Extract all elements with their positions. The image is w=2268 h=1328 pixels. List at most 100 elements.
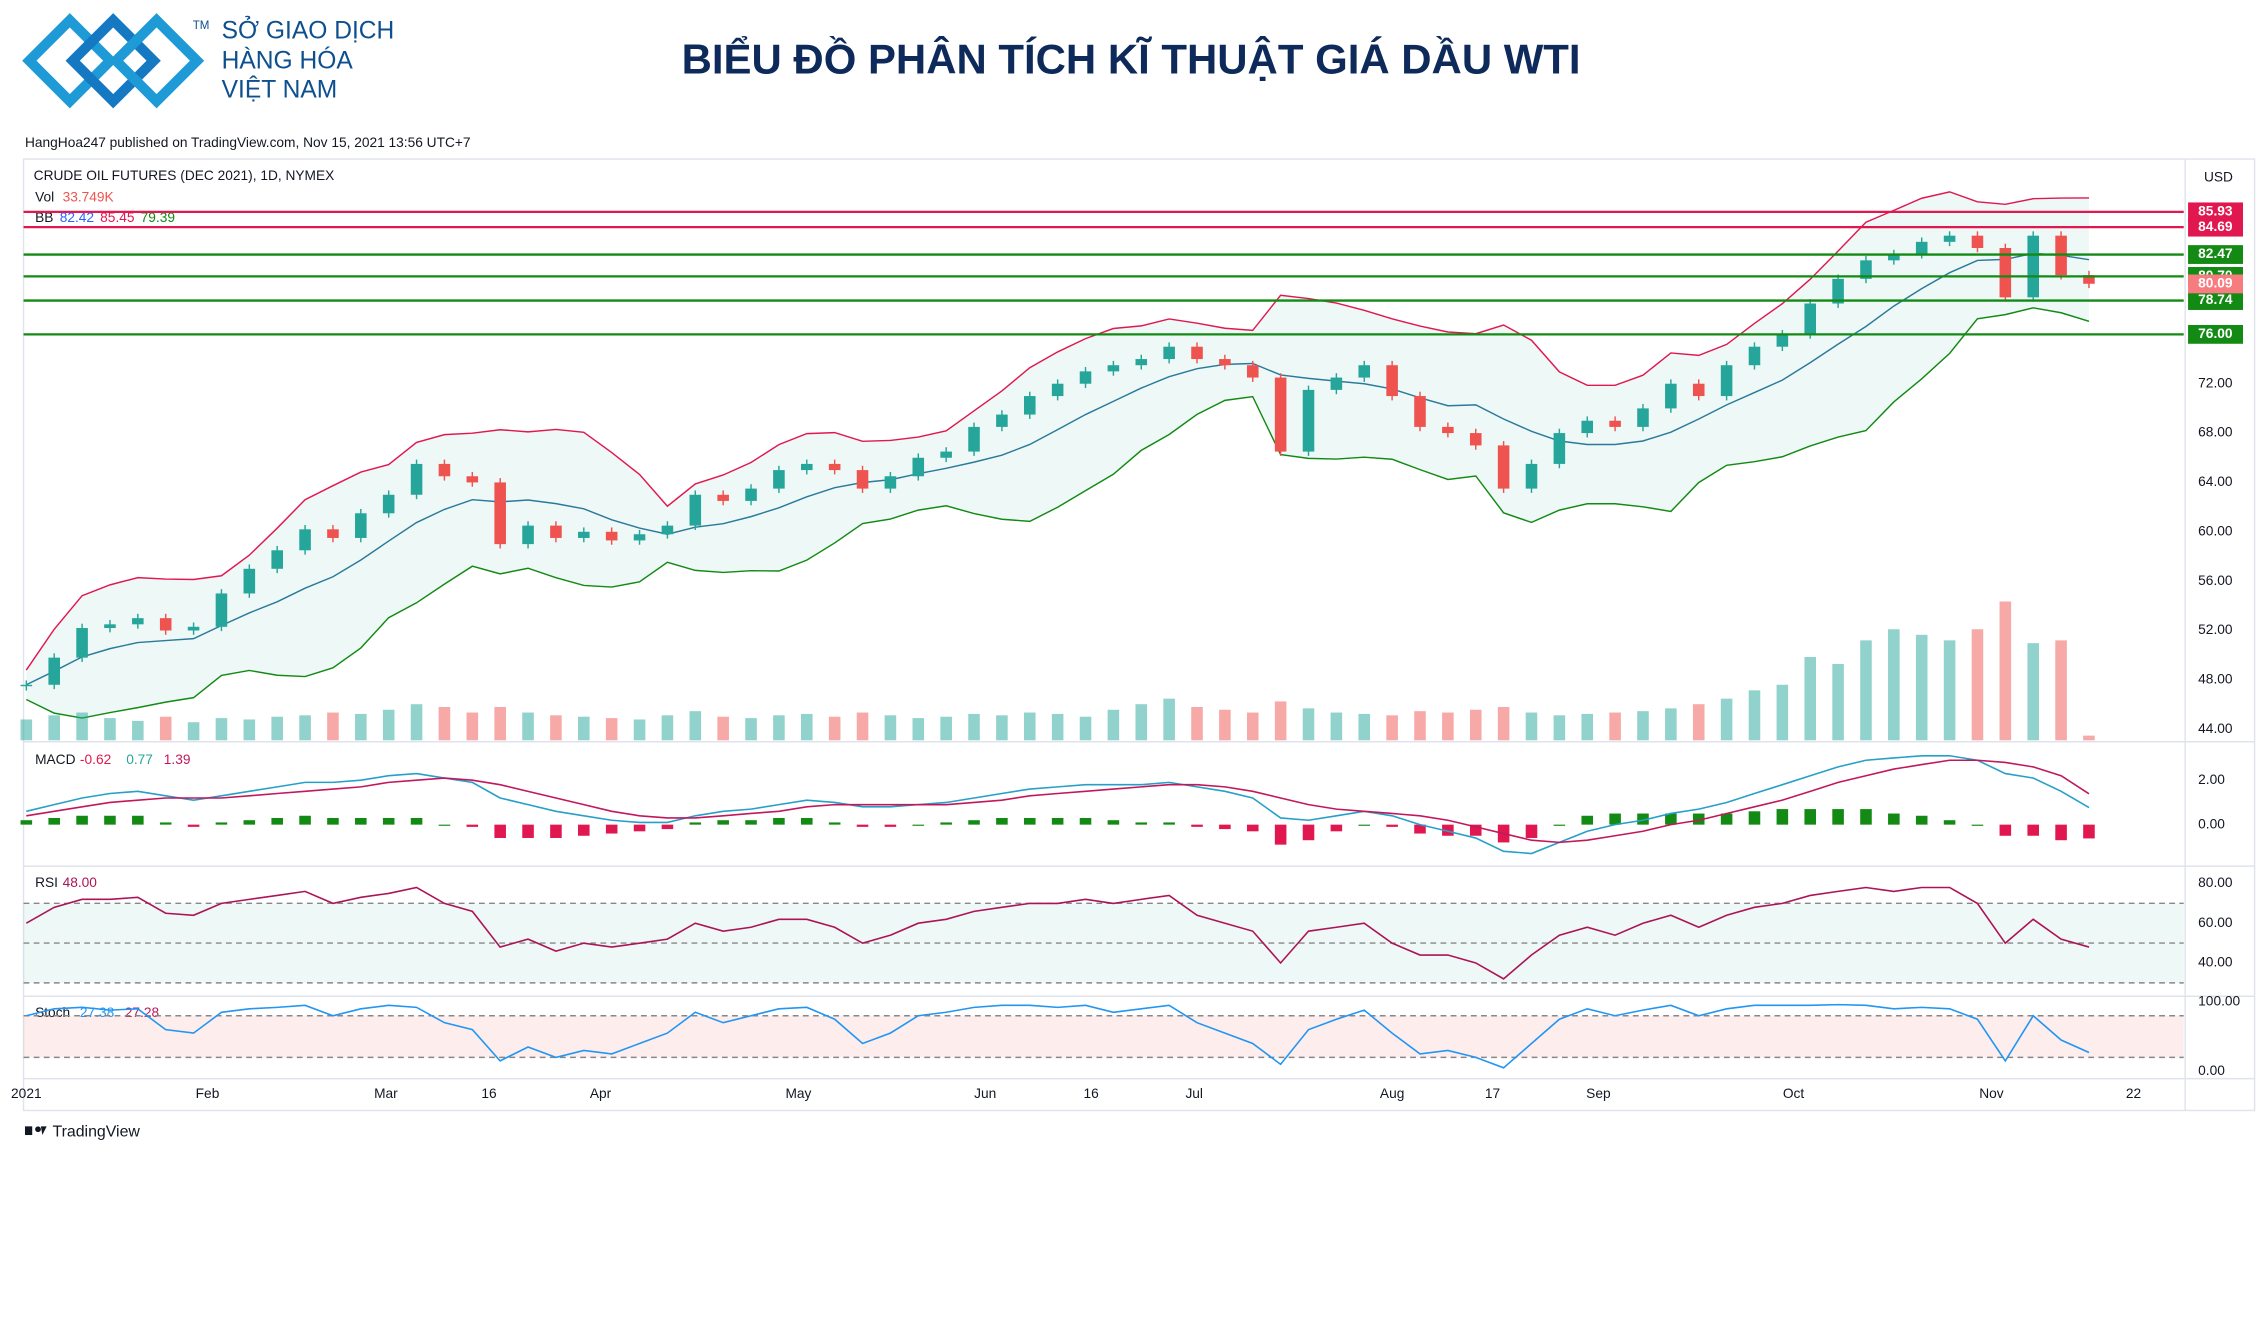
volume-bar [1999,601,2012,741]
macd-histogram [605,824,618,834]
macd-histogram [48,817,60,825]
volume-bar [884,715,897,741]
chart-frame [22,158,2256,1112]
candle [578,531,590,538]
brand-line: VIỆT NAM [222,77,338,104]
volume-bar [438,706,451,741]
macd-histogram [773,817,785,825]
candle [1971,235,1984,249]
volume-bar [773,715,785,741]
candle [2027,235,2039,298]
macd-histogram [1943,820,1956,825]
candle [1386,365,1398,397]
volume-bar [187,722,200,741]
level-tag [2188,324,2244,344]
macd-histogram [1748,811,1761,825]
y-tick-label: 60.00 [2198,915,2233,930]
legend-value: 48.00 [63,875,98,890]
candle [1358,365,1371,378]
x-tick-label: Aug [1380,1086,1404,1101]
volume-bar [1804,657,1817,741]
macd-histogram [1302,824,1315,841]
x-tick-label: 16 [481,1086,497,1101]
candle [1720,365,1733,397]
y-tick-label: 56.00 [2198,573,2233,588]
macd-histogram [1274,824,1287,845]
candle [1246,365,1259,378]
stoch-k-line [26,1003,2090,1069]
volume-bar [159,716,172,741]
y-tick-label: 0.00 [2198,1063,2225,1078]
level-label: 84.69 [2198,219,2233,234]
macd-histogram [299,815,311,825]
macd-histogram [1330,824,1343,832]
volume-bar [1888,629,1900,741]
macd-histogram [1246,824,1259,832]
published: HangHoa247 published on TradingView.com,… [25,135,471,150]
volume-bar [801,713,813,741]
x-tick-label: Feb [196,1086,220,1101]
legend-value: 79.39 [141,210,175,225]
macd-histogram [661,824,674,830]
volume-bar [494,706,506,741]
y-tick-label: 68.00 [2198,425,2233,440]
macd-histogram [745,820,757,825]
legend-label: BB [35,210,53,225]
volume-bar [2027,643,2039,741]
candle [1692,383,1705,397]
volume-bar [968,713,980,741]
brand-line: HÀNG HÓA [222,48,354,75]
y-tick-label: 2.00 [2198,772,2225,787]
macd-histogram [550,824,562,838]
macd-histogram [1637,813,1649,825]
level-tag [2188,217,2244,237]
volume-bar [1358,713,1371,741]
candle [2083,275,2095,284]
candle [801,463,813,471]
candle [1191,346,1203,360]
macd-histogram [1107,820,1120,825]
legend-label: RSI [35,875,58,890]
volume-bar [1581,713,1594,741]
candle [1442,426,1454,434]
candle [1469,433,1482,446]
volume-bar [1748,690,1761,741]
bb-fill [26,191,2090,719]
level-tag [2188,245,2244,264]
volume-bar [1163,698,1175,741]
candle [48,657,60,685]
stoch-band-fill [23,1015,2184,1058]
volume-bar [1386,715,1398,741]
candle [494,482,506,545]
volume-bar [689,711,702,741]
candle [1581,420,1594,434]
y-tick-label: 40.00 [2198,955,2233,970]
macd-histogram [1414,824,1426,834]
volume-bar [578,716,590,741]
candle [1609,420,1621,427]
x-tick-label: 17 [1485,1086,1500,1101]
candle [382,494,395,514]
y-tick-label: 80.00 [2198,875,2233,890]
volume-bar [299,715,311,741]
candle [1943,235,1956,242]
candle [438,463,451,477]
volume-bar [1219,709,1231,741]
macd-histogram [382,817,395,825]
bb-basis [25,252,2090,686]
candle [271,550,283,569]
macd-histogram [243,820,256,825]
macd-histogram [856,824,869,827]
candle [605,531,618,541]
volume-bar [996,715,1008,741]
footer: TradingView [52,1123,140,1140]
volume-bar [1107,709,1120,741]
x-tick-label: Apr [590,1086,612,1101]
macd-histogram [1079,817,1092,825]
macd-histogram [633,824,646,832]
candle [1330,377,1343,390]
macd-histogram [159,822,172,825]
volume-bar [243,719,256,741]
volume-bar [1609,712,1621,741]
macd-histogram [20,820,33,825]
